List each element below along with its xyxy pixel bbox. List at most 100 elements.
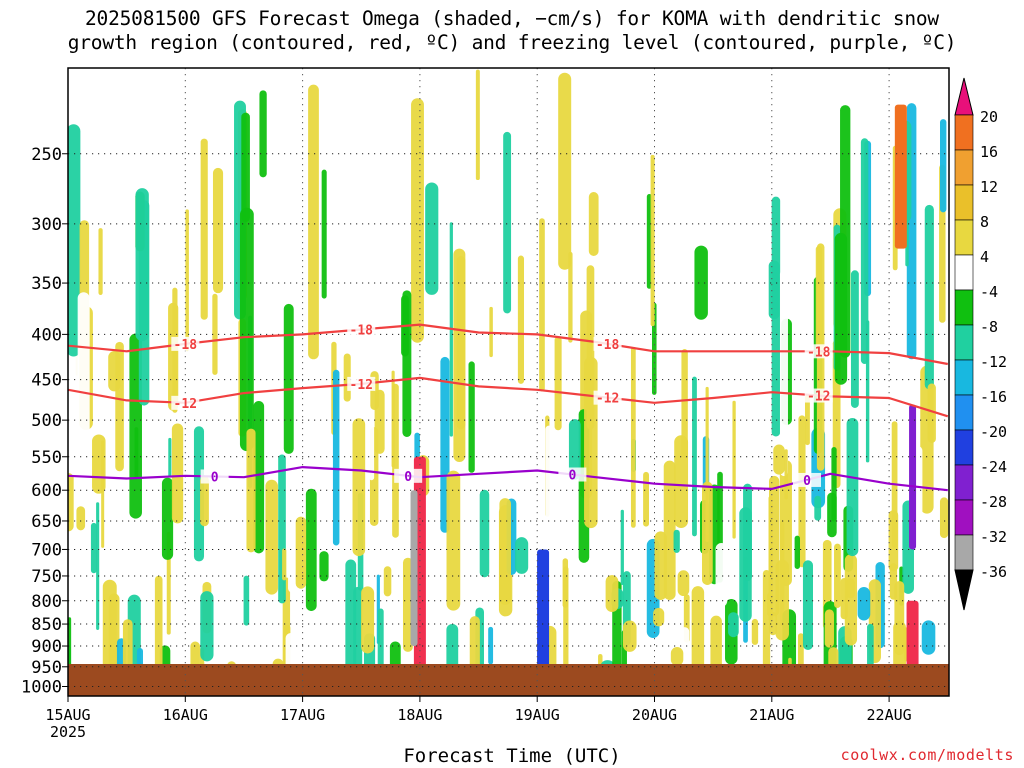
omega-cell (253, 400, 265, 554)
contour-label-bg (593, 336, 622, 351)
colorbar-swatch (954, 394, 974, 431)
colorbar-label: 20 (980, 108, 998, 126)
omega-cell (814, 495, 822, 521)
contour-label-bg (347, 376, 376, 391)
omega-cell (402, 557, 413, 652)
contour-label-bg (171, 395, 200, 410)
omega-cell (98, 228, 103, 295)
y-tick-label: 500 (31, 411, 62, 431)
omega-cell (558, 72, 572, 270)
omega-cell (802, 560, 813, 650)
omega-cell (190, 641, 200, 671)
y-tick-label: 750 (31, 567, 62, 587)
omega-cell (122, 619, 133, 671)
credit-text: coolwx.com/modelts (840, 746, 1014, 764)
colorbar-top-arrow (954, 77, 974, 116)
omega-cell (239, 207, 254, 452)
y-tick-label: 1000 (21, 678, 62, 698)
ground-surface (68, 664, 949, 696)
omega-cell (797, 633, 804, 671)
x-tick-label: 22AUG (867, 706, 912, 724)
omega-cell (888, 510, 899, 572)
colorbar-swatch (954, 114, 974, 151)
omega-cell (321, 169, 327, 299)
omega-cell (779, 460, 792, 587)
omega-cell (411, 98, 424, 343)
omega-cell (389, 641, 401, 671)
contour-label-bg (200, 469, 229, 484)
omega-cell (940, 119, 947, 213)
omega-cell (76, 506, 86, 531)
omega-cell (692, 376, 697, 537)
colorbar-label: -20 (980, 423, 1007, 441)
omega-cell (654, 531, 667, 600)
y-tick-label: 600 (31, 481, 62, 501)
contour-label-bg (792, 472, 821, 487)
omega-cell (265, 479, 278, 595)
omega-cell (499, 498, 512, 605)
y-tick-label: 650 (31, 512, 62, 532)
contour-label: -18 (174, 338, 198, 353)
omega-cell (102, 579, 117, 671)
colorbar-label: 12 (980, 178, 998, 196)
omega-cell (446, 470, 461, 611)
omega-cell (453, 248, 466, 463)
omega-cell (539, 218, 545, 392)
omega-cell (475, 69, 480, 181)
y-tick-label: 300 (31, 215, 62, 235)
contour-label-bg (171, 336, 200, 351)
omega-cell (446, 623, 459, 671)
omega-cell (259, 90, 267, 178)
colorbar-label: 16 (980, 143, 998, 161)
omega-cell (804, 395, 810, 446)
omega-cell (77, 292, 90, 449)
omega-cell (383, 566, 392, 597)
omega-cell (101, 440, 105, 548)
omega-cell (857, 587, 871, 621)
omega-cell (332, 369, 340, 546)
contour-label-bg (558, 467, 587, 482)
colorbar-swatch (954, 324, 974, 361)
omega-cell (168, 437, 172, 478)
x-tick-label: 19AUG (515, 706, 560, 724)
omega-cell (168, 302, 179, 411)
omega-cell (710, 615, 722, 671)
colorbar-label: -16 (980, 388, 1007, 406)
colorbar-swatch (954, 429, 974, 466)
y-tick-label: 450 (31, 371, 62, 391)
y-tick-label: 900 (31, 637, 62, 657)
y-tick-label: 350 (31, 274, 62, 294)
omega-cell (824, 609, 834, 648)
x-tick-label: 21AUG (749, 706, 794, 724)
omega-cell (865, 320, 870, 463)
contour-label: -12 (596, 392, 619, 407)
contour-label: -18 (350, 324, 374, 339)
y-tick-label: 700 (31, 540, 62, 560)
x-tick-year: 2025 (50, 723, 86, 741)
omega-cell (368, 425, 375, 481)
plot-frame (67, 67, 950, 697)
omega-cell (586, 265, 595, 430)
omega-feature (906, 600, 919, 667)
colorbar-swatch (954, 359, 974, 396)
omega-cell (844, 554, 858, 646)
omega-cell (674, 435, 689, 529)
colorbar-label: 8 (980, 213, 989, 231)
omega-cell (391, 370, 395, 468)
contour-label-bg (804, 388, 833, 403)
omega-cell (893, 621, 906, 671)
omega-cell (681, 349, 688, 458)
omega-cell (622, 620, 637, 652)
omega-cell (568, 251, 573, 343)
y-tick-label: 850 (31, 615, 62, 635)
omega-cell (135, 188, 149, 342)
colorbar-swatch (954, 534, 974, 571)
omega-cell (96, 502, 100, 630)
omega-cell (939, 497, 949, 539)
omega-cell (308, 84, 319, 360)
omega-cell (200, 138, 208, 320)
y-tick-label: 250 (31, 145, 62, 165)
x-axis: 15AUG 16AUG 17AUG 18AUG 19AUG 20AUG 21AUG 22AUG… (45, 696, 912, 741)
omega-cell (650, 154, 655, 327)
